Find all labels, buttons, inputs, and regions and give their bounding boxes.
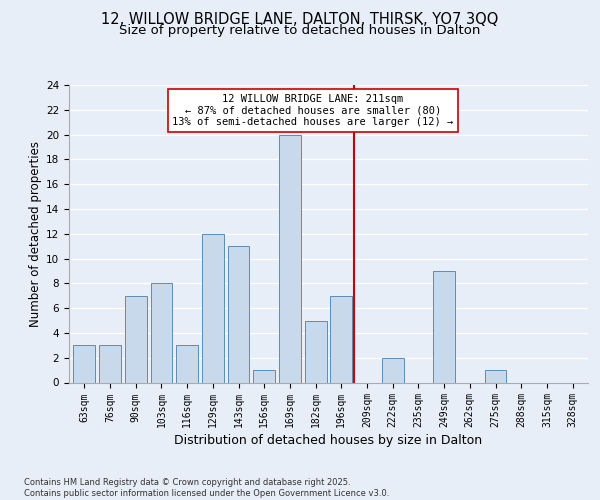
Text: Size of property relative to detached houses in Dalton: Size of property relative to detached ho… [119,24,481,37]
Text: 12, WILLOW BRIDGE LANE, DALTON, THIRSK, YO7 3QQ: 12, WILLOW BRIDGE LANE, DALTON, THIRSK, … [101,12,499,28]
Text: 12 WILLOW BRIDGE LANE: 211sqm
← 87% of detached houses are smaller (80)
13% of s: 12 WILLOW BRIDGE LANE: 211sqm ← 87% of d… [172,94,454,127]
Bar [151,284,172,382]
Bar [253,370,275,382]
Bar [99,346,121,383]
Bar [382,358,404,382]
Bar [433,271,455,382]
Bar [485,370,506,382]
Bar [331,296,352,382]
Bar [73,346,95,383]
Bar [125,296,147,382]
Y-axis label: Number of detached properties: Number of detached properties [29,141,42,327]
X-axis label: Distribution of detached houses by size in Dalton: Distribution of detached houses by size … [175,434,482,448]
Bar [202,234,224,382]
Bar [227,246,250,382]
Bar [279,134,301,382]
Bar [176,346,198,383]
Text: Contains HM Land Registry data © Crown copyright and database right 2025.
Contai: Contains HM Land Registry data © Crown c… [24,478,389,498]
Bar [305,320,326,382]
